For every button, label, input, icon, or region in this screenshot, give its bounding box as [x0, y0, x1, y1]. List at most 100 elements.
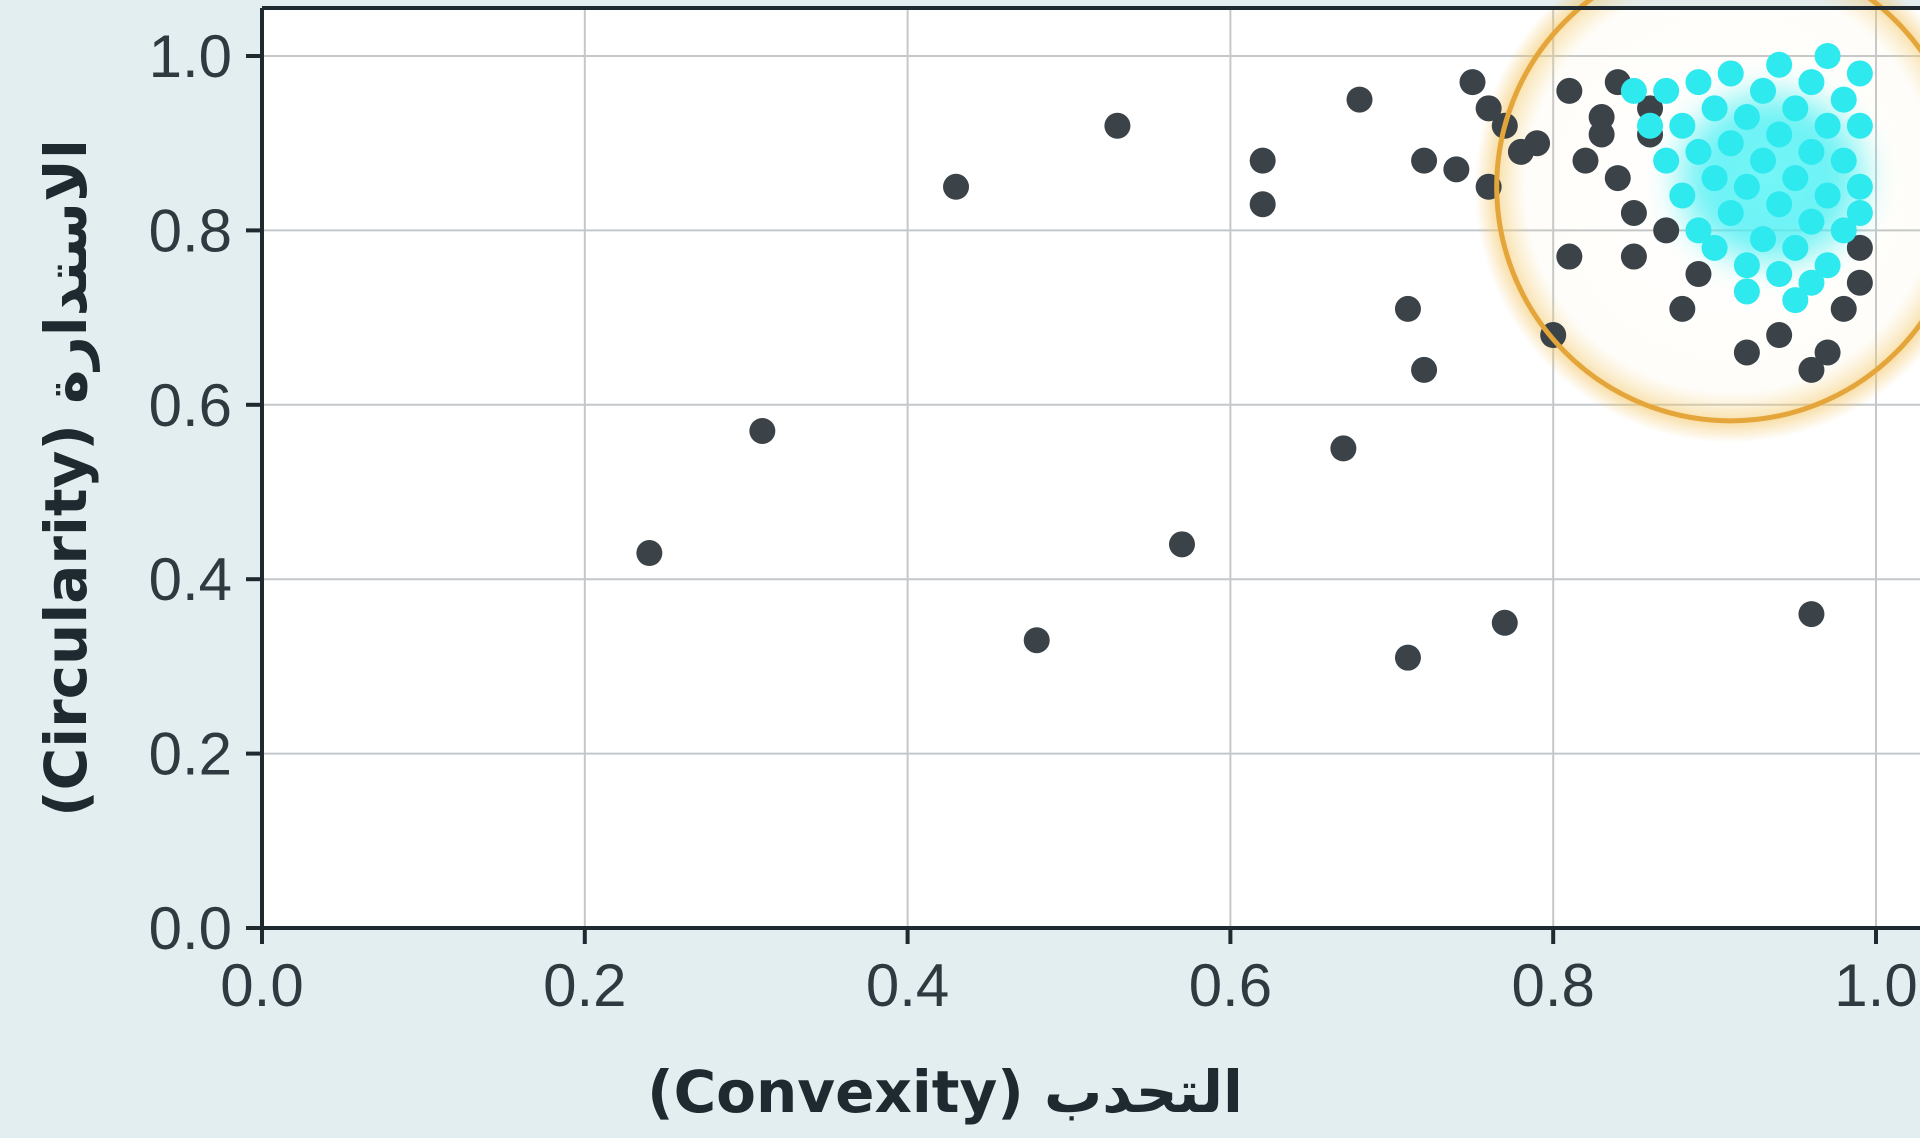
- data-point-highlighted: [1701, 165, 1728, 192]
- y-tick-label: 1.0: [149, 23, 232, 90]
- data-point-highlighted: [1750, 147, 1777, 174]
- data-point-highlighted: [1717, 199, 1744, 226]
- data-point: [1685, 261, 1712, 287]
- x-tick-label: 0.8: [1511, 952, 1594, 1019]
- data-point: [1249, 191, 1276, 218]
- data-point: [1346, 86, 1373, 113]
- data-point: [1459, 69, 1486, 96]
- data-point-highlighted: [1685, 138, 1712, 165]
- data-point-highlighted: [1766, 261, 1793, 287]
- data-point-highlighted: [1846, 199, 1873, 226]
- data-point-highlighted: [1782, 287, 1809, 314]
- data-point: [1524, 130, 1551, 157]
- data-point: [1653, 217, 1680, 244]
- data-point: [1411, 356, 1438, 383]
- data-point-highlighted: [1637, 112, 1664, 139]
- data-point-highlighted: [1798, 69, 1825, 96]
- data-point-highlighted: [1798, 208, 1825, 235]
- data-point-highlighted: [1846, 112, 1873, 139]
- data-point-highlighted: [1798, 138, 1825, 165]
- data-point-highlighted: [1733, 104, 1760, 131]
- data-point-highlighted: [1814, 252, 1841, 279]
- data-point: [1023, 627, 1050, 654]
- data-point-highlighted: [1766, 191, 1793, 218]
- data-point: [1620, 199, 1647, 226]
- data-point-highlighted: [1814, 182, 1841, 209]
- y-tick-label: 0.2: [149, 721, 232, 788]
- data-point-highlighted: [1846, 60, 1873, 87]
- x-tick-label: 1.0: [1834, 952, 1917, 1019]
- data-point: [1846, 269, 1873, 296]
- data-point: [1394, 295, 1421, 322]
- highlight-ring: [1494, 0, 1920, 424]
- data-point-highlighted: [1653, 147, 1680, 174]
- data-point-highlighted: [1620, 77, 1647, 104]
- data-point: [1733, 339, 1760, 366]
- data-point: [1604, 165, 1631, 192]
- data-point-highlighted: [1701, 234, 1728, 261]
- data-point-highlighted: [1701, 95, 1728, 122]
- data-point: [1588, 121, 1615, 148]
- data-point: [1846, 234, 1873, 261]
- data-point: [1168, 531, 1195, 558]
- data-point: [1443, 156, 1470, 183]
- data-point-highlighted: [1830, 86, 1857, 113]
- data-point: [1394, 644, 1421, 671]
- data-point-highlighted: [1782, 165, 1809, 192]
- data-point: [943, 173, 970, 200]
- data-point: [1330, 435, 1357, 462]
- y-tick-label: 0.0: [149, 895, 232, 962]
- data-point-highlighted: [1750, 77, 1777, 104]
- data-point: [1620, 243, 1647, 270]
- data-point: [1556, 77, 1583, 104]
- x-axis-title: التحدب (Convexity): [647, 1058, 1243, 1126]
- data-point-highlighted: [1766, 121, 1793, 148]
- data-point: [1249, 147, 1276, 174]
- data-point-highlighted: [1717, 60, 1744, 87]
- data-point-highlighted: [1685, 217, 1712, 244]
- data-point-highlighted: [1814, 43, 1841, 69]
- data-point-highlighted: [1733, 278, 1760, 305]
- data-point-highlighted: [1733, 173, 1760, 200]
- data-point: [1766, 322, 1793, 349]
- data-point-highlighted: [1653, 77, 1680, 104]
- data-point: [636, 540, 663, 567]
- data-point-highlighted: [1830, 147, 1857, 174]
- y-tick-label: 0.6: [149, 372, 232, 439]
- y-axis-title: الاستدارة (Circularity): [32, 139, 100, 817]
- data-points: [636, 43, 1873, 671]
- data-point-highlighted: [1798, 269, 1825, 296]
- x-tick-label: 0.2: [543, 952, 626, 1019]
- data-point: [1798, 356, 1825, 383]
- data-point-highlighted: [1733, 252, 1760, 279]
- data-point-highlighted: [1846, 173, 1873, 200]
- data-point-highlighted: [1669, 182, 1696, 209]
- data-point-highlighted: [1830, 217, 1857, 244]
- data-point-highlighted: [1782, 95, 1809, 122]
- data-point-highlighted: [1717, 130, 1744, 157]
- x-tick-label: 0.0: [220, 952, 303, 1019]
- data-point: [749, 417, 776, 444]
- data-point: [1556, 243, 1583, 270]
- y-tick-label: 0.4: [149, 546, 232, 613]
- x-tick-label: 0.4: [866, 952, 949, 1019]
- data-point: [1669, 295, 1696, 322]
- data-point: [1411, 147, 1438, 174]
- data-point-highlighted: [1782, 234, 1809, 261]
- axes: [260, 6, 1920, 930]
- data-point-highlighted: [1766, 51, 1793, 78]
- data-point: [1475, 95, 1502, 122]
- axis-ticks: 0.0 0.2 0.4 0.6 0.8 1.0 0.0 0.2 0.4 0.6 0.8 1.0: [149, 23, 1918, 1019]
- data-point: [1798, 601, 1825, 628]
- data-point-highlighted: [1685, 69, 1712, 96]
- data-point: [1572, 147, 1599, 174]
- x-tick-label: 0.6: [1189, 952, 1272, 1019]
- data-point: [1104, 112, 1131, 139]
- y-tick-label: 0.8: [149, 197, 232, 264]
- data-point-highlighted: [1814, 112, 1841, 139]
- data-point: [1814, 339, 1841, 366]
- data-point-highlighted: [1669, 112, 1696, 139]
- data-point-highlighted: [1750, 226, 1777, 253]
- data-point: [1830, 295, 1857, 322]
